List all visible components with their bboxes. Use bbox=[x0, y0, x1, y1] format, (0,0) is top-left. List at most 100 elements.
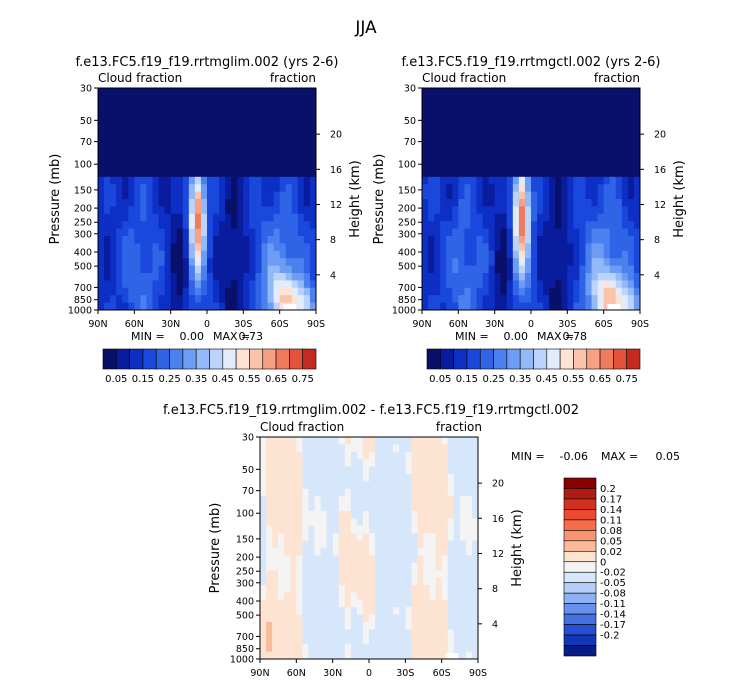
heatmap-cell bbox=[219, 117, 226, 126]
heatmap-cell bbox=[446, 125, 453, 133]
heatmap-cell bbox=[471, 525, 478, 534]
heatmap-cell bbox=[585, 139, 593, 148]
y2-tick-label: 16 bbox=[654, 165, 666, 176]
heatmap-cell bbox=[561, 117, 568, 126]
heatmap-cell bbox=[146, 250, 154, 259]
heatmap-cell bbox=[266, 629, 273, 638]
heatmap-cell bbox=[375, 636, 382, 645]
heatmap-cell bbox=[308, 562, 316, 571]
heatmap-cell bbox=[429, 562, 437, 571]
heatmap-cell bbox=[387, 451, 394, 460]
heatmap-cell bbox=[627, 95, 635, 104]
heatmap-cell bbox=[326, 488, 334, 497]
heatmap-cell bbox=[213, 287, 220, 296]
heatmap-cell bbox=[266, 540, 273, 549]
heatmap-cell bbox=[128, 184, 135, 193]
heatmap-cell bbox=[134, 162, 141, 170]
heatmap-cell bbox=[255, 206, 263, 215]
heatmap-cell bbox=[104, 302, 111, 310]
heatmap-cell bbox=[543, 243, 550, 252]
heatmap-cell bbox=[170, 206, 178, 215]
heatmap-cell bbox=[98, 287, 105, 296]
heatmap-cell bbox=[417, 562, 425, 571]
heatmap-cell bbox=[393, 444, 400, 453]
heatmap-cell bbox=[482, 258, 490, 267]
heatmap-cell bbox=[440, 176, 447, 185]
heatmap-cell bbox=[285, 295, 293, 304]
heatmap-cell bbox=[470, 147, 478, 156]
heatmap-cell bbox=[128, 258, 135, 267]
heatmap-cell bbox=[422, 213, 429, 222]
heatmap-cell bbox=[537, 213, 544, 222]
heatmap-cell bbox=[207, 287, 214, 296]
heatmap-cell bbox=[164, 265, 172, 274]
heatmap-cell bbox=[441, 570, 449, 579]
heatmap-cell bbox=[549, 213, 556, 222]
heatmap-cell bbox=[213, 236, 220, 244]
heatmap-cell bbox=[465, 459, 473, 468]
heatmap-cell bbox=[194, 169, 202, 178]
heatmap-cell bbox=[561, 95, 568, 104]
heatmap-cell bbox=[459, 525, 467, 534]
heatmap-cell bbox=[512, 236, 520, 244]
heatmap-cell bbox=[279, 258, 287, 267]
heatmap-cell bbox=[494, 206, 502, 215]
heatmap-cell bbox=[633, 147, 640, 156]
colorbar-swatch bbox=[586, 348, 601, 370]
heatmap-cell bbox=[338, 511, 346, 519]
heatmap-cell bbox=[567, 280, 574, 289]
heatmap-cell bbox=[332, 459, 340, 468]
heatmap-cell bbox=[482, 287, 490, 296]
heatmap-cell bbox=[393, 585, 400, 593]
heatmap-cell bbox=[213, 258, 220, 267]
heatmap-cell bbox=[350, 562, 358, 571]
heatmap-cell bbox=[243, 302, 250, 310]
heatmap-cell bbox=[555, 102, 562, 111]
heatmap-cell bbox=[290, 614, 297, 623]
heatmap-cell bbox=[278, 636, 285, 645]
heatmap-cell bbox=[440, 184, 447, 193]
heatmap-cell bbox=[446, 302, 453, 310]
heatmap-cell bbox=[423, 607, 431, 616]
heatmap-cell bbox=[549, 250, 556, 259]
heatmap-cell bbox=[447, 525, 455, 534]
heatmap-cell bbox=[194, 213, 202, 222]
heatmap-cell bbox=[110, 280, 117, 289]
heatmap-cell bbox=[458, 132, 465, 141]
heatmap-cell bbox=[182, 132, 190, 141]
heatmap-cell bbox=[302, 511, 310, 519]
heatmap-cell bbox=[428, 88, 435, 96]
heatmap-cell bbox=[200, 236, 208, 244]
heatmap-cell bbox=[441, 525, 449, 534]
heatmap-cell bbox=[122, 302, 129, 310]
y2-tick-label: 8 bbox=[330, 235, 336, 246]
heatmap-cell bbox=[272, 644, 279, 653]
heatmap-cell bbox=[338, 444, 346, 453]
heatmap-cell bbox=[134, 132, 141, 141]
heatmap-cell bbox=[297, 184, 305, 193]
heatmap-cell bbox=[488, 191, 496, 200]
heatmap-cell bbox=[278, 466, 285, 475]
heatmap-cell bbox=[585, 206, 593, 215]
heatmap-cell bbox=[182, 206, 190, 215]
heatmap-cell bbox=[303, 250, 311, 259]
heatmap-cell bbox=[567, 154, 574, 163]
heatmap-cell bbox=[543, 206, 550, 215]
heatmap-cell bbox=[506, 117, 514, 126]
heatmap-cell bbox=[237, 162, 244, 170]
heatmap-cell bbox=[110, 295, 117, 304]
colorbar-swatch bbox=[195, 348, 210, 370]
heatmap-cell bbox=[476, 199, 484, 207]
heatmap-cell bbox=[296, 466, 303, 475]
heatmap-cell bbox=[452, 287, 459, 296]
heatmap-cell bbox=[273, 147, 281, 156]
heatmap-cell bbox=[200, 243, 208, 252]
colorbar-label: 0.15 bbox=[132, 374, 154, 385]
heatmap-cell bbox=[585, 176, 593, 185]
heatmap-cell bbox=[494, 139, 502, 148]
heatmap-cell bbox=[518, 154, 526, 163]
heatmap-cell bbox=[405, 599, 412, 608]
heatmap-cell bbox=[308, 629, 316, 638]
heatmap-cell bbox=[128, 199, 135, 207]
heatmap-cell bbox=[356, 614, 364, 623]
